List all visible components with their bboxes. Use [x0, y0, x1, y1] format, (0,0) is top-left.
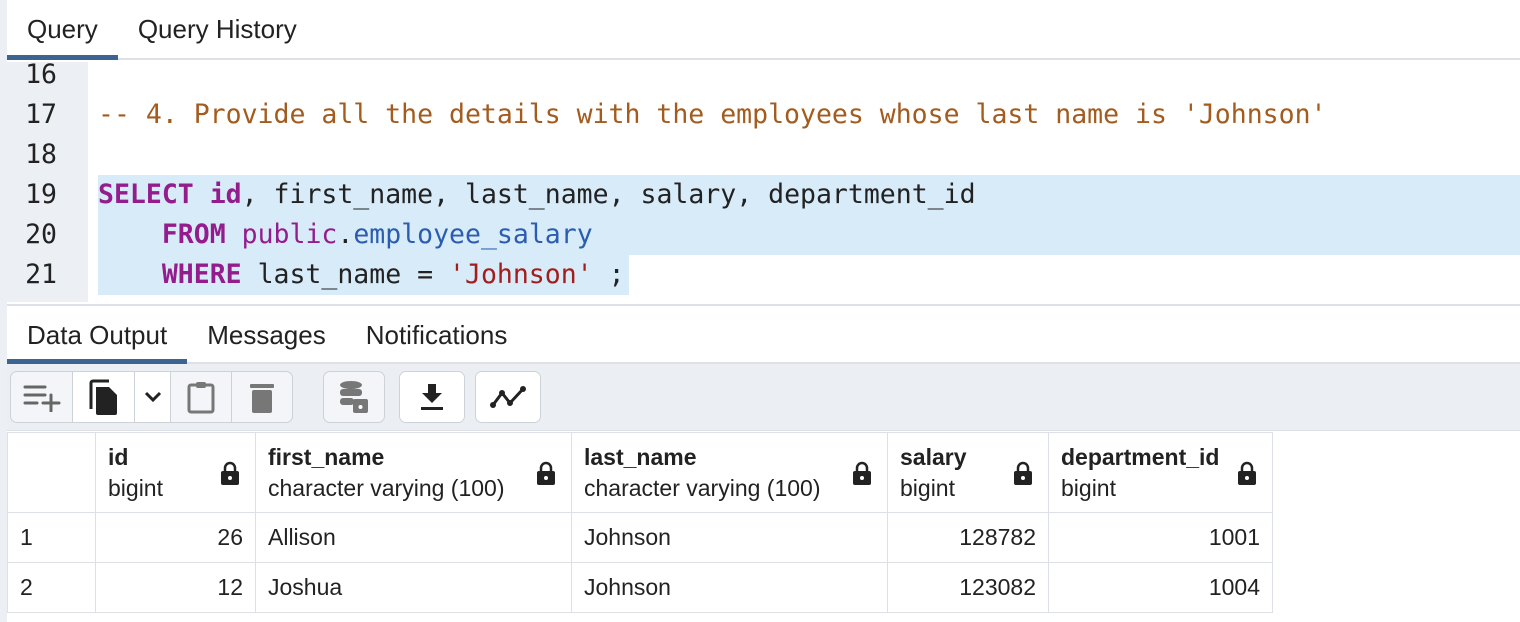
header-row: id bigint first_name character varying (10… — [7, 432, 1273, 513]
paste-button[interactable] — [171, 372, 232, 422]
graph-icon — [490, 386, 526, 408]
keyword: WHERE — [161, 259, 242, 290]
paste-icon — [187, 382, 215, 414]
indent — [98, 259, 162, 290]
query-tabs: Query Query History — [7, 0, 1520, 60]
code-line: 20 FROM public.employee_salary — [7, 215, 1520, 255]
graph-group — [475, 371, 541, 423]
table-name: employee_salary — [353, 219, 593, 250]
cell-id[interactable]: 26 — [95, 512, 256, 563]
column-header-salary[interactable]: salary bigint — [887, 432, 1049, 513]
line-number: 18 — [25, 139, 57, 170]
output-tabs: Data Output Messages Notifications — [7, 304, 1520, 364]
column-type: bigint — [900, 474, 955, 501]
output-toolbar — [7, 364, 1520, 431]
sql-code: FROM public.employee_salary — [98, 215, 1520, 255]
keyword-id: id — [209, 179, 242, 210]
data-grid: id bigint first_name character varying (10… — [7, 432, 1273, 613]
column-name: last_name — [584, 443, 697, 470]
lock-icon — [537, 461, 555, 485]
edit-group — [10, 371, 293, 423]
column-type: character varying (100) — [268, 474, 505, 501]
download-group — [399, 371, 465, 423]
code-text: last_name = — [241, 259, 450, 290]
line-number: 20 — [25, 219, 57, 250]
cell-department-id[interactable]: 1004 — [1048, 562, 1273, 613]
save-data-icon — [340, 381, 368, 413]
download-icon — [421, 384, 443, 410]
line-number: 16 — [25, 62, 57, 90]
column-name: department_id — [1061, 443, 1220, 470]
copy-options-button[interactable] — [135, 372, 171, 422]
cell-first-name[interactable]: Joshua — [255, 562, 572, 613]
table-row: 1 26 Allison Johnson 128782 1001 — [7, 512, 1273, 563]
indent — [98, 219, 162, 250]
download-button[interactable] — [400, 372, 464, 422]
code-line: 21 WHERE last_name = 'Johnson' ; — [7, 255, 1520, 295]
column-type: bigint — [1061, 474, 1116, 501]
lock-icon — [221, 461, 239, 485]
lock-icon — [1014, 461, 1032, 485]
row-number[interactable]: 2 — [7, 562, 96, 613]
string-literal: 'Johnson' — [449, 259, 593, 290]
tab-messages[interactable]: Messages — [207, 320, 326, 350]
cell-salary[interactable]: 128782 — [887, 512, 1049, 563]
cell-last-name[interactable]: Johnson — [571, 562, 888, 613]
column-header-first-name[interactable]: first_name character varying (100) — [255, 432, 572, 513]
cell-last-name[interactable]: Johnson — [571, 512, 888, 563]
schema-name: public — [241, 219, 338, 250]
line-number: 17 — [25, 99, 57, 130]
column-type: bigint — [108, 474, 163, 501]
keyword: SELECT — [98, 179, 194, 210]
tab-query[interactable]: Query — [7, 0, 118, 60]
graph-visualiser-button[interactable] — [476, 372, 540, 422]
cell-department-id[interactable]: 1001 — [1048, 512, 1273, 563]
left-border — [0, 0, 7, 622]
row-number-header[interactable] — [7, 432, 96, 513]
column-name: id — [108, 443, 129, 470]
cell-first-name[interactable]: Allison — [255, 512, 572, 563]
table-row: 2 12 Joshua Johnson 123082 1004 — [7, 562, 1273, 613]
tab-data-output[interactable]: Data Output — [7, 306, 188, 364]
cell-id[interactable]: 12 — [95, 562, 256, 613]
column-type: character varying (100) — [584, 474, 821, 501]
save-data-group — [323, 371, 385, 423]
chevron-down-icon — [144, 391, 161, 403]
column-header-last-name[interactable]: last_name character varying (100) — [571, 432, 888, 513]
save-data-button[interactable] — [324, 372, 384, 422]
sql-code: WHERE last_name = 'Johnson' ; — [98, 255, 629, 295]
line-number: 19 — [25, 179, 57, 210]
tab-notifications[interactable]: Notifications — [365, 320, 508, 350]
column-name: salary — [900, 443, 967, 470]
code-line: 17 -- 4. Provide all the details with the… — [7, 95, 1520, 135]
lock-icon — [1238, 461, 1256, 485]
row-number[interactable]: 1 — [7, 512, 96, 563]
add-row-icon — [23, 385, 60, 412]
code-text: . — [337, 219, 354, 250]
cell-salary[interactable]: 123082 — [887, 562, 1049, 613]
code-line: 16 — [7, 62, 1520, 95]
sql-comment: -- 4. Provide all the details with the e… — [98, 99, 1327, 130]
code-line: 18 — [7, 135, 1520, 175]
code-text: , first_name, last_name, salary, departm… — [241, 179, 976, 210]
line-number: 21 — [25, 259, 57, 290]
code-line: 19 SELECT id, first_name, last_name, sala… — [7, 175, 1520, 215]
add-row-button[interactable] — [11, 372, 73, 422]
column-name: first_name — [268, 443, 385, 470]
tab-query-history[interactable]: Query History — [137, 14, 297, 44]
line-gutter — [7, 62, 88, 302]
delete-icon — [250, 384, 274, 413]
column-header-id[interactable]: id bigint — [95, 432, 256, 513]
keyword: FROM — [161, 219, 226, 250]
sql-editor[interactable]: 16 17 -- 4. Provide all the details with … — [7, 62, 1520, 302]
copy-icon — [89, 379, 117, 415]
copy-button[interactable] — [73, 372, 135, 422]
sql-code: SELECT id, first_name, last_name, salary… — [98, 175, 1520, 215]
lock-icon — [853, 461, 871, 485]
code-text: ; — [592, 259, 625, 290]
delete-button[interactable] — [232, 372, 292, 422]
